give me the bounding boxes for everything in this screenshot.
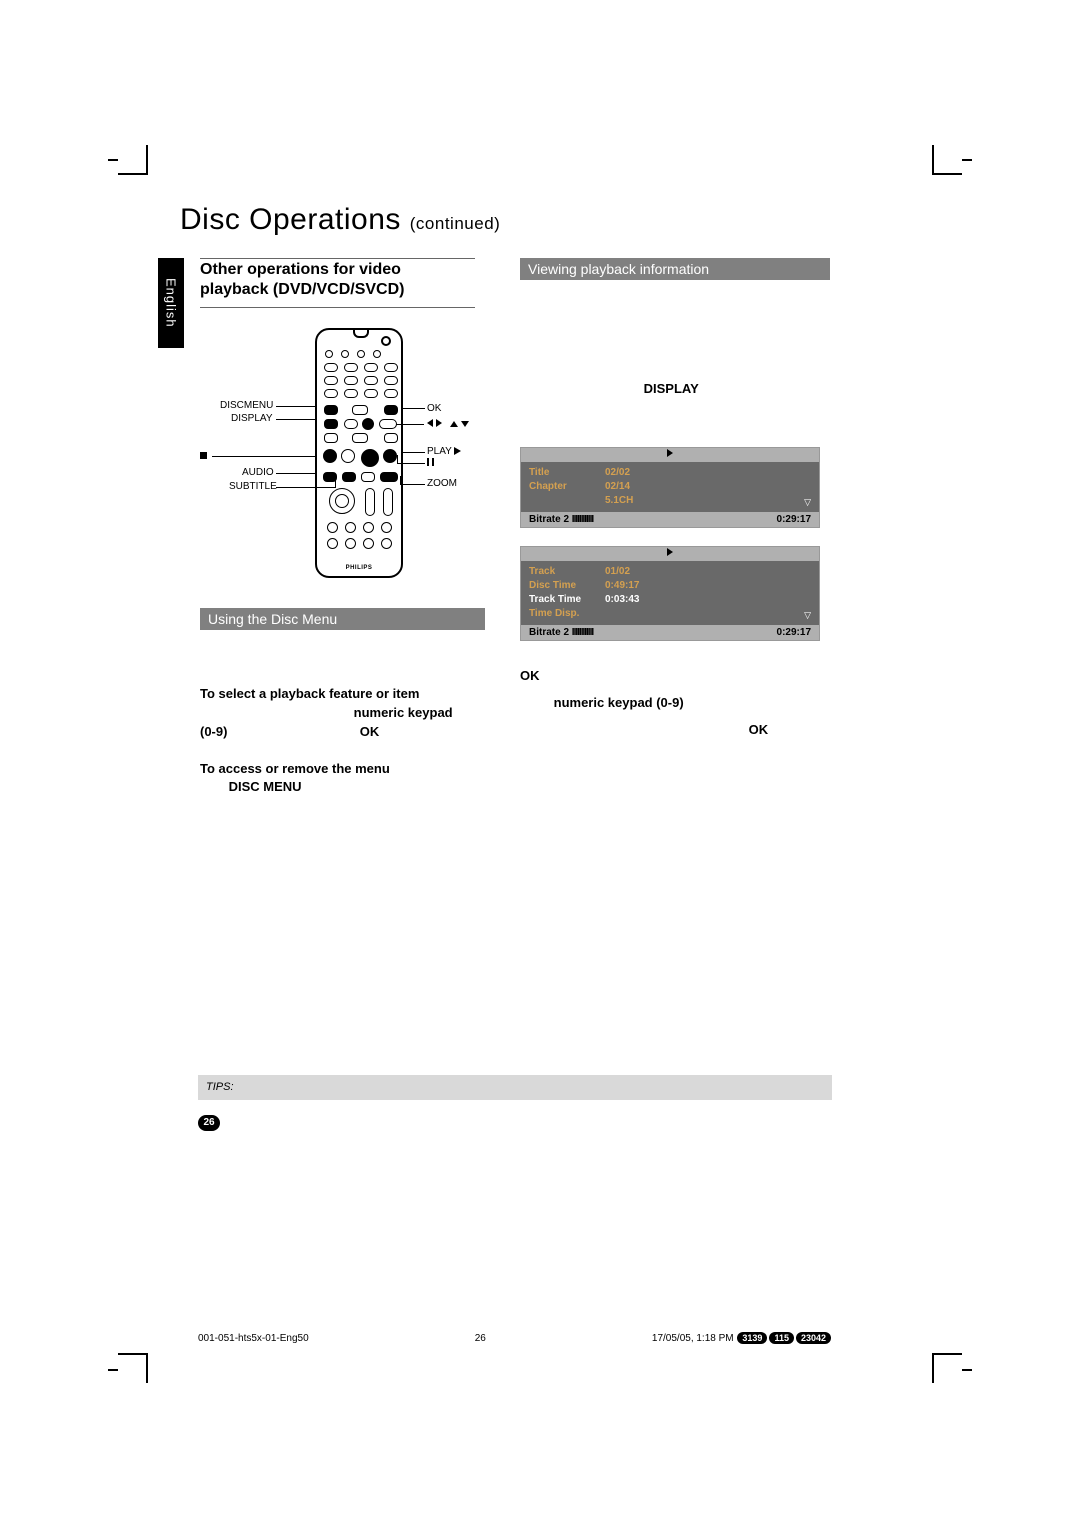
play-icon: [454, 447, 461, 455]
barcode-2: 115: [769, 1332, 794, 1344]
numeric-range: (0-9): [200, 724, 227, 739]
right-ok2-block: OK: [520, 721, 830, 740]
language-tab: English: [158, 258, 184, 348]
subheader-disc-menu: Using the Disc Menu: [200, 608, 485, 630]
right-ok-block: OK: [520, 667, 830, 686]
remote-label-play: PLAY: [427, 446, 461, 457]
disc-menu-bold: DISC MENU: [229, 779, 302, 794]
osd1-nav-down: ▽: [804, 497, 811, 508]
remote-label-stop: [200, 451, 207, 462]
osd-panel-1: Title 02/02 Chapter 02/14 5.1CH ▽ Bitrate …: [520, 447, 820, 528]
remote-illustration: PHILIPS DISCMENU DISPLAY AUDIO SUBTITLE …: [200, 328, 500, 598]
footer-page: 26: [475, 1333, 486, 1344]
osd2-tracktime-label: Track Time: [529, 593, 587, 607]
osd2-bitrate-label: Bitrate 2: [529, 627, 569, 638]
right-ok: OK: [520, 668, 540, 683]
crop-mark-br: [932, 1353, 962, 1383]
remote-label-arrows: [427, 419, 469, 430]
osd2-timedisp-label: Time Disp.: [529, 607, 587, 621]
left-arrow-icon: [427, 419, 433, 427]
remote-label-ok: OK: [427, 403, 441, 414]
osd2-header: [521, 547, 819, 561]
osd-panel-2: Track 01/02 Disc Time 0:49:17 Track Time 0:…: [520, 546, 820, 641]
osd1-chapter-value: 02/14: [605, 480, 630, 494]
play-indicator-icon: [667, 449, 673, 457]
remote-label-discmenu: DISCMENU: [220, 400, 273, 411]
osd2-bitrate: Bitrate 2 IIIIIIIIIIII: [529, 627, 593, 638]
footer-datetime: 17/05/05, 1:18 PM: [652, 1333, 734, 1344]
numeric-keypad-label: numeric keypad: [354, 705, 453, 720]
osd2-track-value: 01/02: [605, 565, 630, 579]
remote-label-pause: [427, 458, 434, 469]
right-ok2: OK: [749, 722, 769, 737]
osd1-bitrate-bars: IIIIIIIIIIII: [572, 514, 593, 525]
osd2-track-label: Track: [529, 565, 587, 579]
osd1-bitrate: Bitrate 2 IIIIIIIIIIII: [529, 514, 593, 525]
osd2-disctime-value: 0:49:17: [605, 579, 639, 593]
osd1-time: 0:29:17: [777, 514, 811, 525]
barcode-3: 23042: [796, 1332, 831, 1344]
osd2-time: 0:29:17: [777, 627, 811, 638]
access-menu-text: To access or remove the menu DISC MENU: [200, 760, 500, 798]
right-numeric-block: numeric keypad (0-9): [520, 694, 830, 713]
remote-label-display: DISPLAY: [231, 413, 273, 424]
osd1-header: [521, 448, 819, 462]
page-title: Disc Operations (continued): [180, 203, 500, 237]
right-numeric: numeric keypad (0-9): [554, 695, 684, 710]
right-arrow-icon: [436, 419, 442, 427]
title-main: Disc Operations: [180, 203, 401, 236]
tips-label: TIPS:: [206, 1081, 234, 1093]
remote-label-zoom: ZOOM: [427, 478, 457, 489]
barcode-1: 3139: [737, 1332, 767, 1344]
osd2-nav-down: ▽: [804, 610, 811, 621]
osd1-audio-label: [529, 494, 587, 508]
osd1-title-label: Title: [529, 466, 587, 480]
crop-mark-tl: [118, 145, 148, 175]
remote-brand: PHILIPS: [317, 565, 401, 571]
ok-label: OK: [360, 724, 380, 739]
osd2-tracktime-value: 0:03:43: [605, 593, 639, 607]
up-arrow-icon: [450, 421, 458, 427]
osd2-disctime-label: Disc Time: [529, 579, 587, 593]
left-column: Other operations for video playback (DVD…: [200, 258, 500, 797]
select-line-1: To select a playback feature or item: [200, 686, 419, 701]
access-line: To access or remove the menu: [200, 761, 390, 776]
osd2-bitrate-bars: IIIIIIIIIIII: [572, 627, 593, 638]
footer: 001-051-hts5x-01-Eng50 26 17/05/05, 1:18…: [198, 1332, 832, 1344]
section-title-line-2: playback (DVD/VCD/SVCD): [200, 281, 500, 299]
section-title-line-1: Other operations for video: [200, 261, 500, 279]
select-feature-text: To select a playback feature or item num…: [200, 685, 500, 742]
stop-icon: [200, 452, 207, 459]
osd1-audio-value: 5.1CH: [605, 494, 633, 508]
down-arrow-icon: [461, 421, 469, 427]
remote-label-audio: AUDIO: [242, 467, 274, 478]
osd1-chapter-label: Chapter: [529, 480, 587, 494]
display-bold: DISPLAY: [644, 381, 699, 396]
crop-mark-tr: [932, 145, 962, 175]
play-indicator-icon-2: [667, 548, 673, 556]
crop-mark-bl: [118, 1353, 148, 1383]
osd1-bitrate-label: Bitrate 2: [529, 514, 569, 525]
pause-icon: [427, 458, 434, 466]
osd1-title-value: 02/02: [605, 466, 630, 480]
title-continued: (continued): [410, 214, 501, 233]
footer-filename: 001-051-hts5x-01-Eng50: [198, 1333, 309, 1344]
tips-bar: TIPS:: [198, 1075, 832, 1100]
display-label-block: DISPLAY: [520, 380, 830, 399]
subheader-viewing: Viewing playback information: [520, 258, 830, 280]
play-text: PLAY: [427, 446, 452, 457]
right-column: Viewing playback information DISPLAY Tit…: [520, 258, 830, 739]
footer-right: 17/05/05, 1:18 PM 313911523042: [652, 1332, 832, 1344]
remote-label-subtitle: SUBTITLE: [229, 481, 277, 492]
page-number-badge: 26: [198, 1115, 220, 1131]
